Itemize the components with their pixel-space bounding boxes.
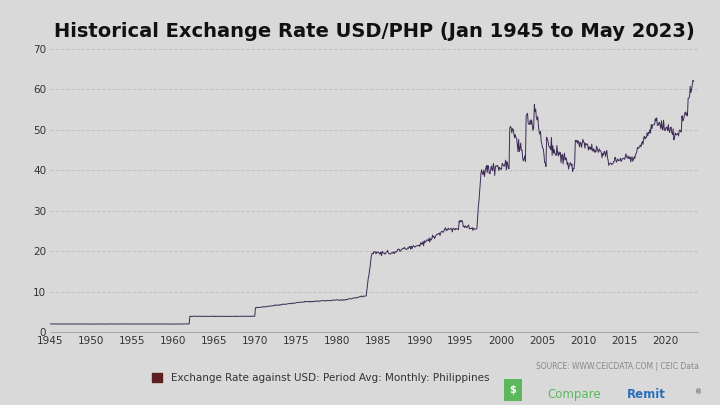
Text: $: $: [510, 385, 516, 395]
Text: SOURCE: WWW.CEICDATA.COM | CEIC Data: SOURCE: WWW.CEICDATA.COM | CEIC Data: [536, 362, 698, 371]
Text: ®: ®: [695, 389, 702, 395]
Text: Remit: Remit: [626, 388, 665, 401]
Text: Compare: Compare: [547, 388, 600, 401]
Title: Historical Exchange Rate USD/PHP (Jan 1945 to May 2023): Historical Exchange Rate USD/PHP (Jan 19…: [54, 23, 695, 41]
FancyBboxPatch shape: [503, 377, 523, 402]
Legend: Exchange Rate against USD: Period Avg: Monthly: Philippines: Exchange Rate against USD: Period Avg: M…: [148, 369, 493, 388]
